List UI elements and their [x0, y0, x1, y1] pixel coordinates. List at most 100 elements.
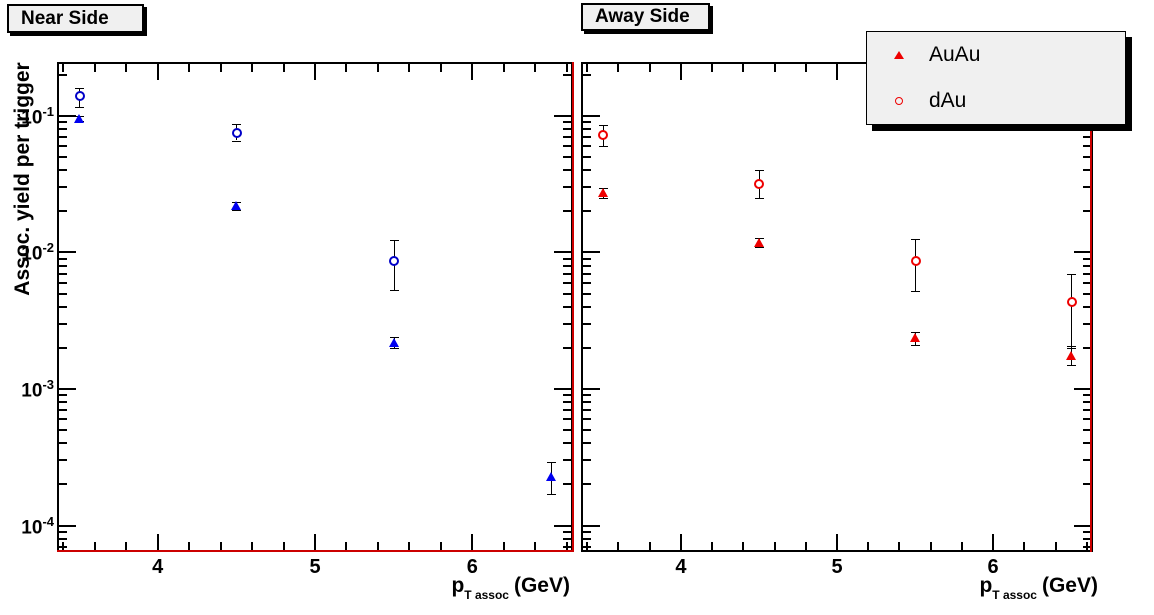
y-minor-tick: [583, 418, 591, 421]
data-marker-dau: [389, 255, 400, 266]
x-minor-tick: [376, 542, 379, 550]
x-major-tick: [836, 534, 838, 550]
x-major-tick: [314, 534, 316, 550]
y-minor-tick: [59, 394, 67, 397]
y-minor-tick: [583, 459, 591, 462]
x-tick-label: 4: [675, 556, 687, 578]
y-minor-tick: [1083, 483, 1091, 486]
x-tick-label: 5: [831, 556, 843, 578]
error-bar-cap: [754, 170, 764, 172]
x-minor-tick: [804, 542, 807, 550]
away-side-title-box: Away Side: [581, 3, 710, 31]
y-minor-tick: [1083, 322, 1091, 325]
y-minor-tick: [563, 128, 571, 131]
data-marker-auau: [597, 188, 608, 198]
error-bar-cap: [598, 124, 608, 126]
x-minor-tick: [219, 542, 222, 550]
legend-label-auau: AuAu: [929, 43, 981, 66]
y-minor-tick: [1083, 442, 1091, 445]
x-tick-label: 6: [987, 556, 999, 578]
y-minor-tick: [1083, 145, 1091, 148]
x-minor-tick: [93, 542, 96, 550]
y-minor-tick: [59, 545, 67, 548]
y-minor-tick: [583, 257, 591, 260]
y-minor-tick: [583, 409, 591, 412]
x-tick-label: 4: [152, 556, 164, 578]
error-bar-cap: [1067, 347, 1077, 349]
error-bar-cap: [911, 291, 921, 293]
x-minor-tick: [773, 64, 776, 72]
y-minor-tick: [583, 305, 591, 308]
legend-label-dau: dAu: [929, 89, 967, 112]
y-minor-tick: [583, 136, 591, 139]
auau-triangle-marker-icon: [894, 51, 904, 59]
y-minor-tick: [583, 169, 591, 172]
x-minor-tick: [219, 64, 222, 72]
x-major-tick: [156, 534, 159, 550]
error-bar: [1071, 273, 1073, 348]
y-minor-tick: [1083, 257, 1091, 260]
x-minor-tick: [804, 64, 807, 72]
x-minor-tick: [345, 542, 348, 550]
x-minor-tick: [251, 64, 254, 72]
y-minor-tick: [563, 169, 571, 172]
y-major-tick: [59, 251, 76, 254]
x-axis-title-away: pT assoc (GeV): [898, 574, 1098, 602]
y-minor-tick: [59, 145, 67, 148]
x-minor-tick: [711, 64, 714, 72]
y-minor-tick: [59, 409, 67, 412]
x-minor-tick: [742, 542, 745, 550]
red-right-line: [1090, 62, 1092, 552]
data-marker-auau: [388, 337, 399, 347]
y-tick-label: 10-3: [21, 376, 54, 402]
error-bar-cap: [546, 494, 556, 496]
y-minor-tick: [563, 257, 571, 260]
y-minor-tick: [59, 418, 67, 421]
x-minor-tick: [408, 64, 411, 72]
x-minor-tick: [502, 542, 505, 550]
y-minor-tick: [563, 322, 571, 325]
x-major-tick: [679, 534, 682, 550]
x-minor-tick: [62, 64, 65, 72]
pt-symbol: p: [979, 574, 993, 597]
y-major-tick: [554, 387, 571, 390]
red-bottom-line: [57, 550, 573, 552]
y-minor-tick: [583, 272, 591, 275]
y-minor-tick: [59, 537, 67, 540]
y-minor-tick: [59, 73, 67, 76]
error-bar-cap: [598, 197, 608, 199]
pt-unit: (GeV): [513, 574, 570, 597]
x-minor-tick: [617, 542, 620, 550]
y-minor-tick: [1083, 281, 1091, 284]
error-bar-cap: [546, 462, 556, 464]
x-minor-tick: [188, 64, 191, 72]
x-minor-tick: [648, 542, 651, 550]
error-bar-cap: [389, 337, 399, 339]
y-minor-tick: [583, 429, 591, 432]
y-minor-tick: [583, 322, 591, 325]
x-minor-tick: [439, 64, 442, 72]
x-minor-tick: [188, 542, 191, 550]
x-major-tick: [314, 64, 316, 80]
error-bar-cap: [754, 247, 764, 249]
pt-subscript: T assoc: [464, 588, 509, 602]
x-major-tick: [471, 534, 474, 550]
x-major-tick: [836, 64, 838, 80]
data-marker-auau: [910, 332, 921, 342]
y-minor-tick: [563, 145, 571, 148]
y-minor-tick: [1083, 537, 1091, 540]
y-minor-tick: [1083, 346, 1091, 349]
y-major-tick: [583, 524, 600, 527]
x-minor-tick: [93, 64, 96, 72]
y-minor-tick: [563, 429, 571, 432]
pt-symbol: p: [451, 574, 465, 597]
y-minor-tick: [1083, 459, 1091, 462]
dau-circle-marker-icon: [895, 97, 903, 105]
error-bar-cap: [598, 146, 608, 148]
x-minor-tick: [565, 64, 568, 72]
y-minor-tick: [59, 530, 67, 533]
y-minor-tick: [583, 346, 591, 349]
y-minor-tick: [1083, 186, 1091, 189]
y-minor-tick: [563, 483, 571, 486]
